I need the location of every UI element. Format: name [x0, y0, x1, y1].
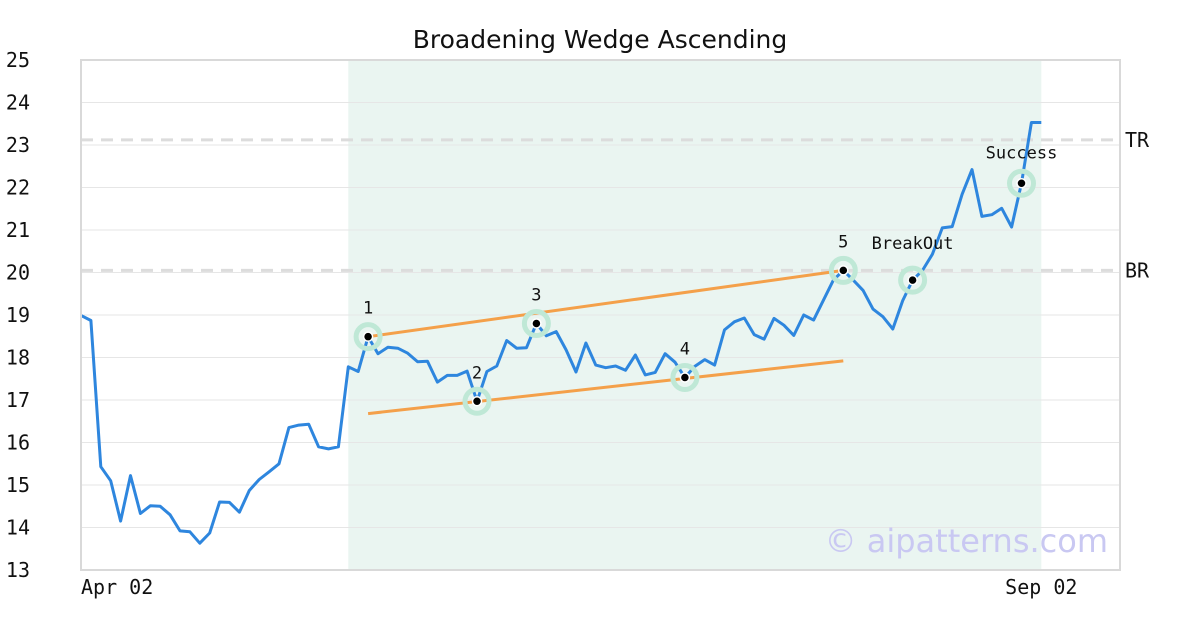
point-label-2: 2 — [472, 363, 482, 383]
point-label-1: 1 — [363, 299, 373, 319]
point-label-3: 3 — [531, 286, 541, 306]
point-marker-breakout — [907, 274, 918, 286]
lower-trendline — [367, 359, 844, 416]
point-halo-1 — [353, 322, 383, 352]
watermark-text: © aipatterns.com — [825, 522, 1108, 560]
y-tick-label: 16 — [6, 431, 30, 455]
y-tick-label: 24 — [6, 91, 30, 115]
x-tick-label: Apr 02 — [81, 575, 153, 599]
point-marker-1 — [362, 331, 374, 342]
point-label-breakout: BreakOut — [872, 234, 954, 254]
point-halo-3 — [521, 309, 551, 338]
chart-title: Broadening Wedge Ascending — [413, 25, 788, 54]
y-tick-label: 19 — [6, 303, 30, 327]
point-halo-success — [1007, 168, 1036, 198]
x-tick-label: Sep 02 — [1005, 575, 1077, 599]
y-tick-label: 15 — [6, 473, 30, 497]
point-label-5: 5 — [838, 232, 848, 252]
point-halo-4 — [670, 362, 700, 392]
y-tick-label: 17 — [6, 388, 30, 412]
y-tick-label: 21 — [6, 218, 30, 242]
point-label-4: 4 — [680, 339, 690, 359]
point-halo-breakout — [898, 265, 928, 295]
y-tick-label: 22 — [6, 176, 30, 200]
y-tick-label: 23 — [6, 133, 30, 157]
point-halo-2 — [462, 386, 492, 416]
point-marker-5 — [838, 265, 849, 276]
price-series-line — [80, 121, 1042, 545]
point-marker-3 — [531, 318, 542, 329]
point-marker-4 — [679, 372, 691, 383]
y-tick-label: 18 — [6, 346, 30, 370]
y-tick-label: 20 — [6, 261, 30, 285]
y-tick-label: 25 — [6, 48, 30, 72]
point-halo-5 — [828, 255, 858, 285]
upper-trendline — [367, 268, 844, 339]
y-tick-label: 13 — [6, 558, 30, 582]
plot-frame — [80, 59, 1121, 571]
point-marker-2 — [471, 396, 483, 407]
level-label-br: BR — [1125, 258, 1150, 282]
y-tick-label: 14 — [6, 516, 30, 540]
point-marker-success — [1016, 178, 1027, 189]
level-label-tr: TR — [1125, 128, 1150, 152]
point-label-success: Success — [986, 143, 1058, 163]
